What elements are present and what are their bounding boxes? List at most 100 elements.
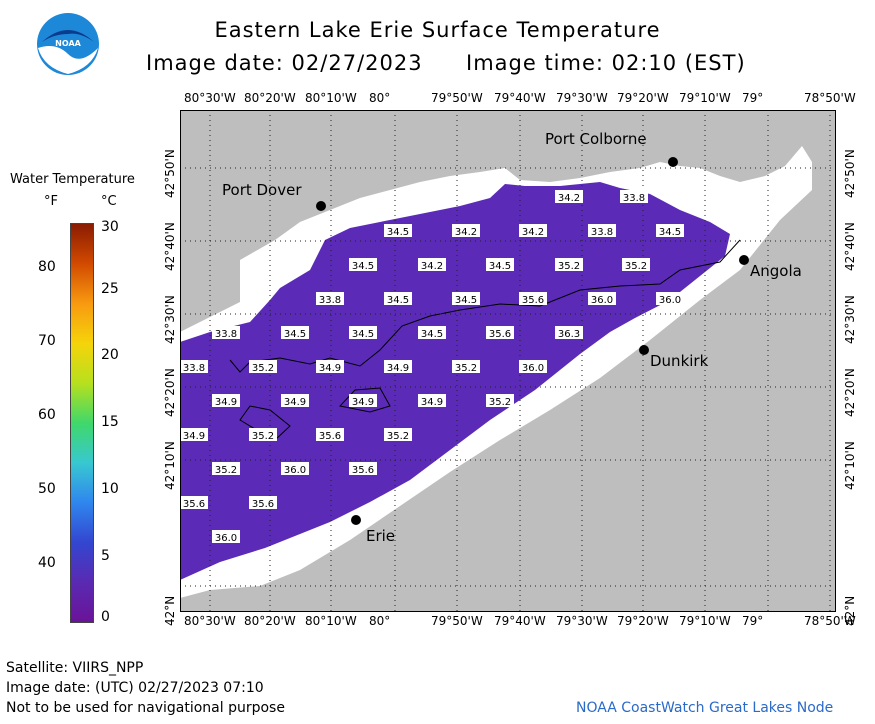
lon-label: 79° xyxy=(742,91,764,105)
lat-label: 42°30'N xyxy=(843,295,857,344)
lon-label: 79°30'W xyxy=(556,91,608,105)
lat-label: 42°10'N xyxy=(163,441,177,490)
lon-label: 79°50'W xyxy=(431,614,483,628)
svg-text:34.5: 34.5 xyxy=(421,329,443,340)
legend-c-tick: 25 xyxy=(101,281,119,297)
svg-text:35.6: 35.6 xyxy=(183,499,205,510)
logo-text: NOAA xyxy=(55,39,81,48)
temperature-label: 36.0 xyxy=(281,462,309,476)
footer-utc-date: Image date: (UTC) 02/27/2023 07:10 xyxy=(6,680,264,696)
lat-label: 42°20'N xyxy=(163,368,177,417)
svg-text:33.8: 33.8 xyxy=(183,363,205,374)
svg-text:35.2: 35.2 xyxy=(558,261,580,272)
svg-text:36.0: 36.0 xyxy=(591,295,613,306)
svg-text:34.2: 34.2 xyxy=(558,193,580,204)
temperature-label: 34.5 xyxy=(418,326,446,340)
temperature-label: 35.2 xyxy=(622,258,650,272)
city-label: Angola xyxy=(750,262,802,280)
lat-label: 42°10'N xyxy=(843,441,857,490)
svg-text:36.3: 36.3 xyxy=(558,329,580,340)
image-time: Image time: 02:10 (EST) xyxy=(466,51,746,75)
legend-c-tick: 20 xyxy=(101,347,119,363)
temperature-label: 34.5 xyxy=(281,326,309,340)
temperature-label: 34.5 xyxy=(656,224,684,238)
city-dot xyxy=(351,515,361,525)
temperature-label: 35.2 xyxy=(249,360,277,374)
svg-text:33.8: 33.8 xyxy=(215,329,237,340)
legend-f-tick: 80 xyxy=(38,259,56,275)
legend-f-tick: 50 xyxy=(38,481,56,497)
city-dot xyxy=(639,345,649,355)
temperature-label: 34.9 xyxy=(212,394,240,408)
svg-text:34.5: 34.5 xyxy=(387,295,409,306)
temperature-label: 36.0 xyxy=(656,292,684,306)
city-markers: Port Colborne Port Dover Angola Dunkirk Erie xyxy=(222,130,802,545)
lon-label: 78°50'W xyxy=(804,91,856,105)
svg-text:34.2: 34.2 xyxy=(421,261,443,272)
lon-label: 79° xyxy=(742,614,764,628)
svg-text:35.2: 35.2 xyxy=(387,431,409,442)
lat-label: 42°20'N xyxy=(843,368,857,417)
lon-label: 79°40'W xyxy=(494,91,546,105)
svg-text:34.9: 34.9 xyxy=(183,431,205,442)
footer-disclaimer: Not to be used for navigational purpose xyxy=(6,700,285,716)
temperature-label: 35.6 xyxy=(519,292,547,306)
svg-text:34.5: 34.5 xyxy=(489,261,511,272)
svg-text:35.6: 35.6 xyxy=(489,329,511,340)
svg-text:34.9: 34.9 xyxy=(215,397,237,408)
temperature-label: 34.2 xyxy=(519,224,547,238)
temperature-labels: 34.2 33.8 34.5 34.2 34.2 33.8 34.5 34.5 34.2 34.5… xyxy=(180,190,684,544)
lon-label: 79°10'W xyxy=(679,614,731,628)
temperature-label: 33.8 xyxy=(588,224,616,238)
lon-label: 79°10'W xyxy=(679,91,731,105)
svg-text:34.5: 34.5 xyxy=(352,261,374,272)
legend-c-tick: 15 xyxy=(101,414,119,430)
svg-text:35.2: 35.2 xyxy=(215,465,237,476)
legend-unit-f: °F xyxy=(44,194,58,209)
legend-title: Water Temperature xyxy=(10,172,135,187)
temperature-label: 33.8 xyxy=(212,326,240,340)
svg-text:35.2: 35.2 xyxy=(455,363,477,374)
lon-label: 80°30'W xyxy=(184,91,236,105)
temperature-label: 34.9 xyxy=(418,394,446,408)
temperature-label: 36.3 xyxy=(555,326,583,340)
city-label: Port Colborne xyxy=(545,130,647,148)
svg-text:36.0: 36.0 xyxy=(284,465,306,476)
lat-label: 42°40'N xyxy=(843,222,857,271)
lon-label: 79°50'W xyxy=(431,91,483,105)
lat-label: 42°40'N xyxy=(163,222,177,271)
svg-text:35.6: 35.6 xyxy=(522,295,544,306)
legend-f-tick: 40 xyxy=(38,555,56,571)
city-label: Port Dover xyxy=(222,181,302,199)
svg-text:34.2: 34.2 xyxy=(522,227,544,238)
temperature-label: 34.2 xyxy=(555,190,583,204)
temperature-label: 35.6 xyxy=(316,428,344,442)
legend-f-tick: 70 xyxy=(38,333,56,349)
svg-text:34.5: 34.5 xyxy=(284,329,306,340)
image-date: Image date: 02/27/2023 xyxy=(146,51,423,75)
city-dot xyxy=(316,201,326,211)
city-label: Dunkirk xyxy=(650,352,709,370)
svg-text:35.6: 35.6 xyxy=(252,499,274,510)
lon-label: 80°20'W xyxy=(244,91,296,105)
temperature-label: 34.9 xyxy=(384,360,412,374)
lat-label: 42°50'N xyxy=(163,149,177,198)
city-label: Erie xyxy=(366,527,395,545)
lon-label: 80°20'W xyxy=(244,614,296,628)
lon-label: 79°20'W xyxy=(617,614,669,628)
legend-f-tick: 60 xyxy=(38,407,56,423)
svg-text:36.0: 36.0 xyxy=(522,363,544,374)
noaa-logo: NOAA xyxy=(37,13,99,75)
legend-c-tick: 30 xyxy=(101,219,119,235)
temperature-label: 35.2 xyxy=(555,258,583,272)
temperature-label: 35.6 xyxy=(249,496,277,510)
svg-text:33.8: 33.8 xyxy=(319,295,341,306)
svg-text:34.9: 34.9 xyxy=(319,363,341,374)
footer-source: NOAA CoastWatch Great Lakes Node xyxy=(576,700,834,716)
temperature-label: 35.2 xyxy=(486,394,514,408)
temperature-label: 36.0 xyxy=(519,360,547,374)
temperature-label: 35.6 xyxy=(180,496,208,510)
temperature-label: 34.2 xyxy=(452,224,480,238)
temperature-label: 35.2 xyxy=(452,360,480,374)
temperature-label: 34.5 xyxy=(452,292,480,306)
